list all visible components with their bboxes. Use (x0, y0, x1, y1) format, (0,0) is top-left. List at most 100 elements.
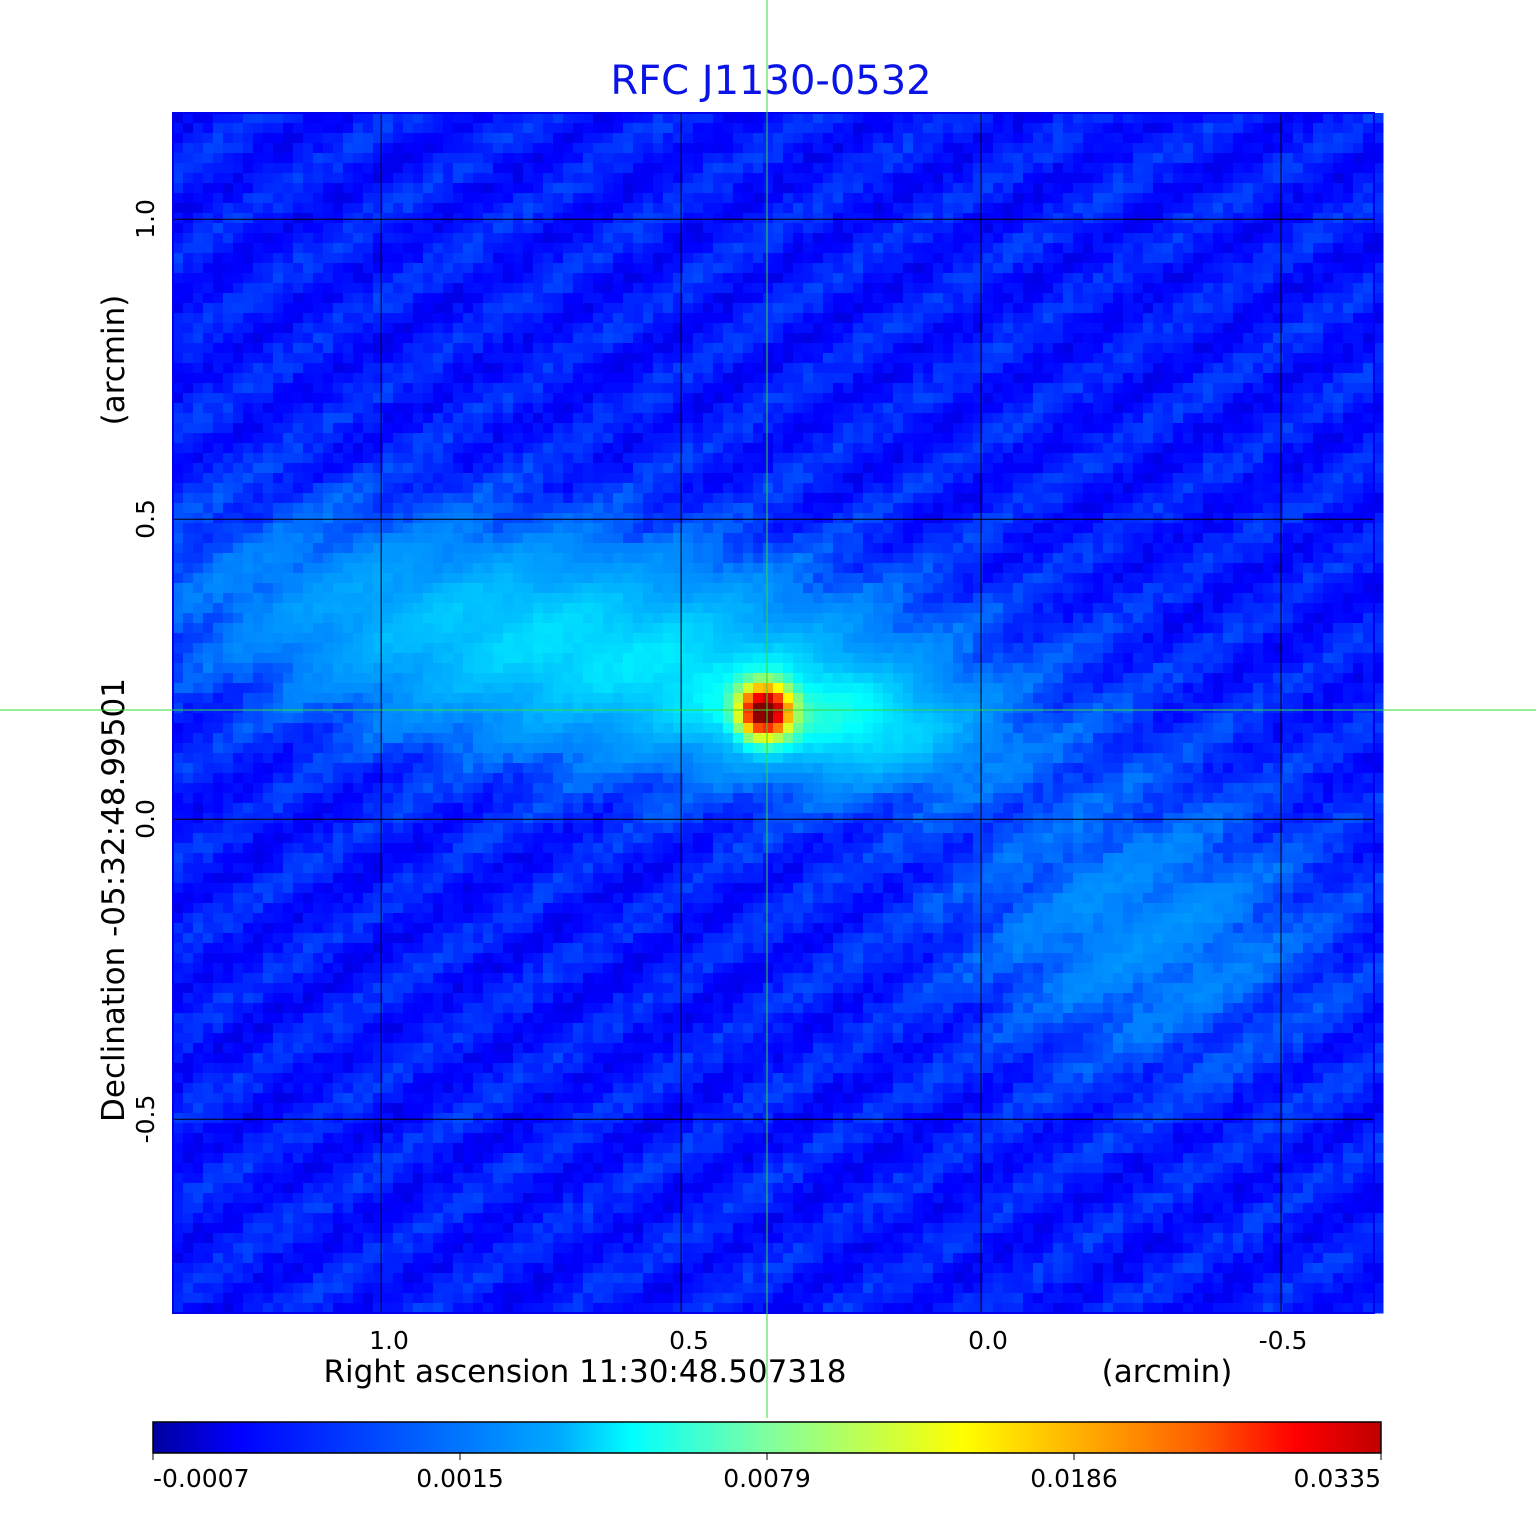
heatmap-cell (1263, 233, 1274, 244)
heatmap-cell (1343, 293, 1354, 304)
heatmap-cell (1283, 403, 1294, 414)
heatmap-cell (1093, 203, 1104, 214)
heatmap-cell (1303, 403, 1314, 414)
heatmap-cell (683, 123, 694, 134)
heatmap-cell (1053, 493, 1064, 504)
heatmap-cell (683, 513, 694, 524)
heatmap-cell (973, 303, 984, 314)
heatmap-cell (983, 513, 994, 524)
heatmap-cell (623, 433, 634, 444)
heatmap-cell (563, 183, 574, 194)
heatmap-cell (653, 123, 664, 134)
heatmap-cell (823, 233, 834, 244)
heatmap-cell (1083, 143, 1094, 154)
heatmap-cell (673, 123, 684, 134)
heatmap-cell (1273, 413, 1284, 424)
heatmap-cell (673, 363, 684, 374)
heatmap-cell (603, 513, 614, 524)
heatmap-cell (623, 133, 634, 144)
heatmap-cell (233, 423, 244, 434)
heatmap-cell (303, 133, 314, 144)
heatmap-cell (913, 503, 924, 514)
heatmap-cell (613, 483, 624, 494)
heatmap-cell (1003, 193, 1014, 204)
heatmap-cell (283, 113, 294, 124)
heatmap-cell (203, 283, 214, 294)
heatmap-cell (603, 273, 614, 284)
heatmap-cell (993, 403, 1004, 414)
heatmap-cell (583, 213, 594, 224)
heatmap-cell (843, 403, 854, 414)
heatmap-cell (693, 493, 704, 504)
heatmap-cell (1353, 173, 1364, 184)
heatmap-cell (583, 183, 594, 194)
heatmap-cell (263, 243, 274, 254)
heatmap-cell (853, 163, 864, 174)
heatmap-cell (663, 283, 674, 294)
heatmap-cell (1173, 353, 1184, 364)
heatmap-cell (193, 193, 204, 204)
heatmap-cell (723, 133, 734, 144)
heatmap-cell (1193, 403, 1204, 414)
heatmap-cell (1303, 303, 1314, 314)
heatmap-cell (373, 473, 384, 484)
heatmap-cell (463, 313, 474, 324)
heatmap-cell (1283, 503, 1294, 514)
heatmap-cell (823, 343, 834, 354)
heatmap-cell (1083, 463, 1094, 474)
heatmap-cell (513, 123, 524, 134)
heatmap-cell (273, 293, 284, 304)
heatmap-cell (873, 443, 884, 454)
heatmap-cell (1163, 143, 1174, 154)
heatmap-cell (283, 313, 294, 324)
heatmap-cell (563, 473, 574, 484)
heatmap-cell (173, 483, 184, 494)
heatmap-cell (633, 173, 644, 184)
heatmap-cell (603, 353, 614, 364)
heatmap-cell (403, 323, 414, 334)
heatmap-cell (443, 343, 454, 354)
heatmap-cell (413, 473, 424, 484)
heatmap-cell (573, 473, 584, 484)
heatmap-cell (953, 193, 964, 204)
heatmap-cell (1283, 293, 1294, 304)
heatmap-cell (693, 133, 704, 144)
heatmap-cell (1143, 283, 1154, 294)
heatmap-cell (883, 353, 894, 364)
heatmap-cell (933, 313, 944, 324)
heatmap-cell (1213, 233, 1224, 244)
heatmap-cell (213, 263, 224, 274)
heatmap-cell (983, 153, 994, 164)
heatmap-cell (673, 233, 684, 244)
heatmap-cell (513, 213, 524, 224)
heatmap-cell (943, 163, 954, 174)
heatmap-cell (943, 413, 954, 424)
heatmap-cell (903, 363, 914, 374)
heatmap-cell (1163, 163, 1174, 174)
heatmap-cell (623, 313, 634, 324)
heatmap-cell (1153, 193, 1164, 204)
heatmap-cell (293, 493, 304, 504)
heatmap-cell (1353, 143, 1364, 154)
heatmap-cell (453, 473, 464, 484)
heatmap-cell (783, 493, 794, 504)
heatmap-cell (1293, 443, 1304, 454)
heatmap-cell (233, 133, 244, 144)
heatmap-cell (553, 273, 564, 284)
heatmap-cell (1283, 243, 1294, 254)
heatmap-cell (643, 133, 654, 144)
heatmap-cell (1063, 323, 1074, 334)
heatmap-cell (1053, 173, 1064, 184)
heatmap-cell (1003, 463, 1014, 474)
heatmap-cell (473, 373, 484, 384)
heatmap-cell (833, 453, 844, 464)
heatmap-cell (1083, 173, 1094, 184)
heatmap-cell (873, 303, 884, 314)
heatmap-cell (783, 253, 794, 264)
heatmap-cell (333, 443, 344, 454)
heatmap-cell (583, 393, 594, 404)
heatmap-cell (193, 413, 204, 424)
heatmap-cell (813, 463, 824, 474)
heatmap-cell (1313, 163, 1324, 174)
heatmap-cell (1043, 213, 1054, 224)
